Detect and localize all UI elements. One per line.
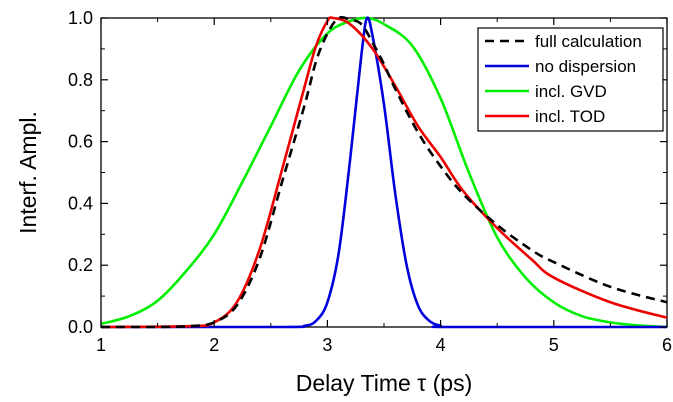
y-tick-label: 0.6 — [68, 132, 93, 152]
ticks-layer: 1 2 3 4 5 6 0.0 0.2 0.4 0.6 0.8 1.0 — [68, 8, 672, 355]
x-tick-label: 6 — [662, 335, 672, 355]
x-tick-label: 4 — [436, 335, 446, 355]
series-line-full-calculation — [101, 15, 668, 329]
series-line-incl-gvd — [100, 16, 668, 329]
legend-label-incl-tod: incl. TOD — [535, 107, 605, 126]
x-tick-label: 2 — [209, 335, 219, 355]
y-tick-label: 0.8 — [68, 70, 93, 90]
legend-box — [477, 27, 664, 132]
legend: full calculation no dispersion incl. GVD in… — [477, 27, 664, 132]
x-tick-label: 1 — [96, 335, 106, 355]
series-layer — [100, 15, 668, 329]
y-tick-label: 1.0 — [68, 8, 93, 28]
x-tick-label: 5 — [549, 335, 559, 355]
y-tick-label: 0.0 — [68, 317, 93, 337]
y-tick-label: 0.2 — [68, 255, 93, 275]
y-axis-title: Interf. Ampl. — [15, 111, 41, 234]
legend-label-incl-gvd: incl. GVD — [535, 82, 607, 101]
series-line-incl-tod — [100, 16, 668, 329]
legend-label-no-dispersion: no dispersion — [535, 57, 636, 76]
x-tick-label: 3 — [322, 335, 332, 355]
x-axis-title: Delay Time τ (ps) — [296, 370, 473, 396]
series-line-no-dispersion — [101, 16, 667, 329]
legend-label-full-calculation: full calculation — [535, 32, 642, 51]
y-tick-label: 0.4 — [68, 193, 93, 213]
